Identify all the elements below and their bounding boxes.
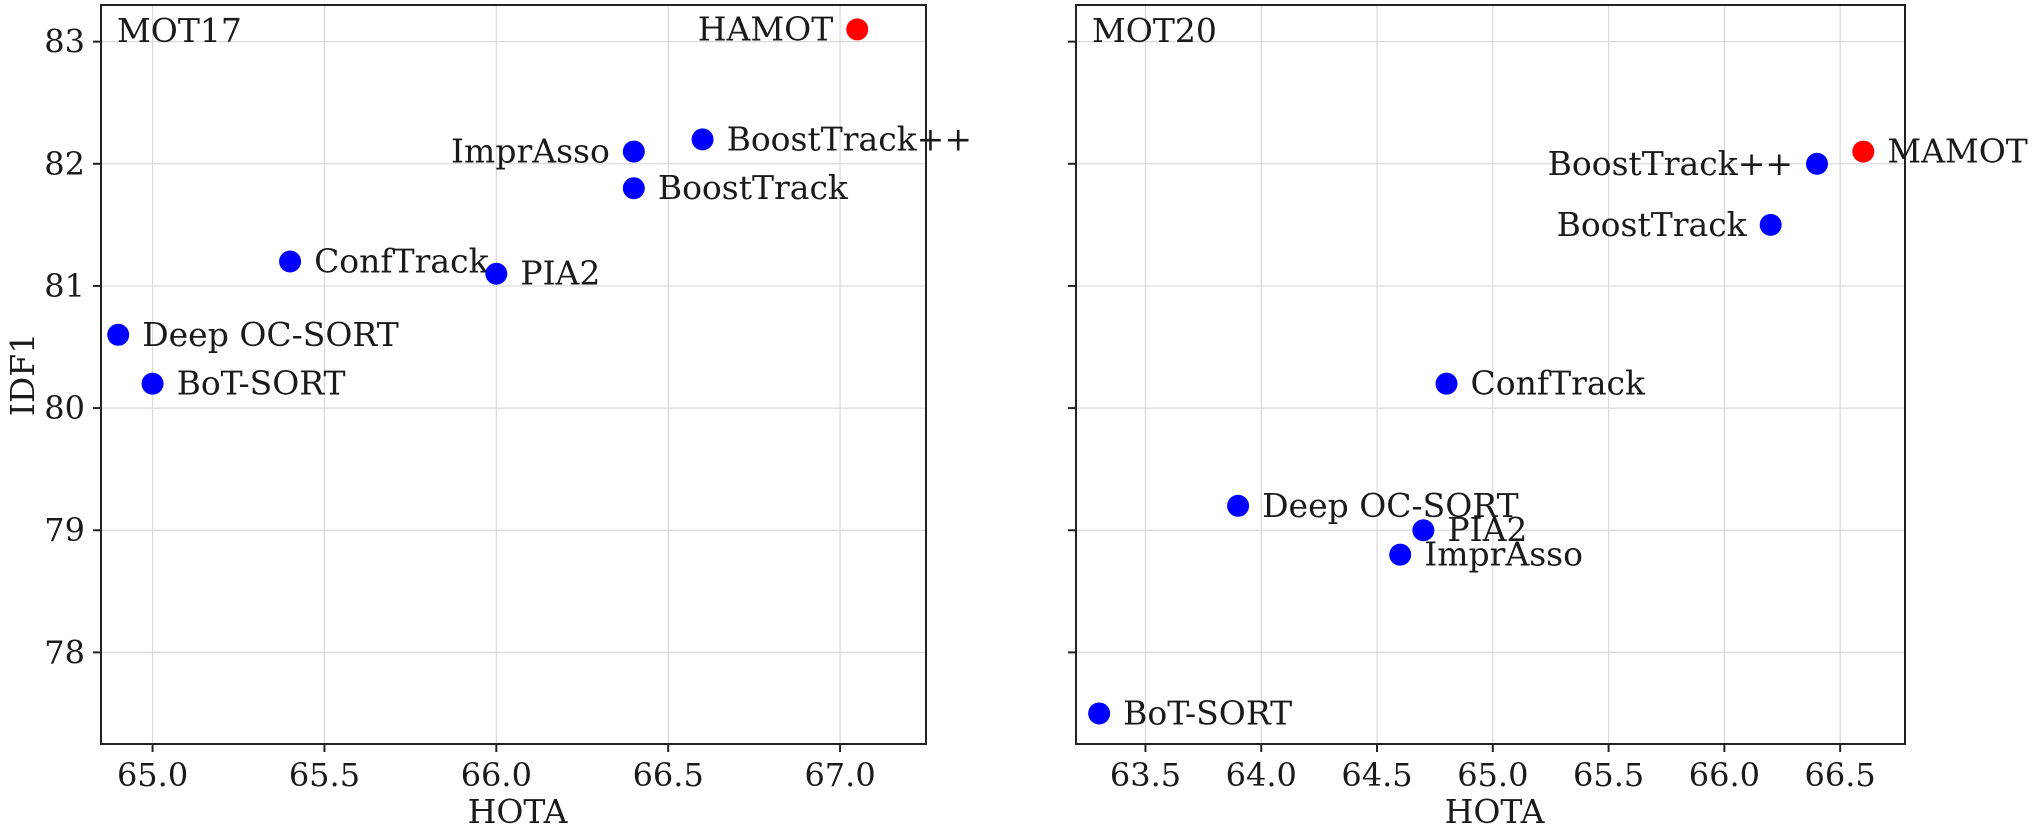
- scatter-point: [1227, 494, 1250, 517]
- point-label: BoostTrack++: [1548, 144, 1793, 183]
- point-label: BoostTrack: [658, 168, 849, 207]
- scatter-point: [1435, 372, 1458, 395]
- plot-frame: [100, 4, 927, 745]
- grid: [1076, 5, 1905, 744]
- point-label: HAMOT: [698, 9, 833, 48]
- point-label: MAMOT: [1887, 132, 2027, 171]
- point-label: Deep OC-SORT: [1262, 486, 1519, 525]
- scatter-point: [1852, 140, 1875, 163]
- point-label: ConfTrack: [314, 242, 490, 281]
- scatter-point: [485, 262, 508, 285]
- x-tick-label: 66.0: [1689, 756, 1760, 794]
- scatter-point: [141, 372, 164, 395]
- scatter-point: [1088, 702, 1111, 725]
- y-tick-label: 80: [44, 389, 85, 427]
- point-label: ImprAsso: [1424, 535, 1583, 574]
- point-label: BoostTrack++: [727, 119, 972, 158]
- point-label: ImprAsso: [451, 132, 610, 171]
- x-tick-label: 65.5: [1573, 756, 1644, 794]
- x-tick-label: 67.0: [804, 756, 875, 794]
- y-tick-label: 82: [44, 145, 85, 183]
- point-label: BoT-SORT: [1123, 693, 1292, 732]
- scatter-point: [622, 177, 645, 200]
- x-tick-label: 65.0: [1457, 756, 1528, 794]
- x-tick-label: 65.0: [117, 756, 188, 794]
- scatter-point: [107, 323, 130, 346]
- scatter-point: [622, 140, 645, 163]
- panel-title: MOT17: [117, 11, 242, 50]
- point-label: BoostTrack: [1557, 205, 1748, 244]
- point-label: PIA2: [1447, 510, 1527, 549]
- panel-title: MOT20: [1092, 11, 1217, 50]
- scatter-point: [1412, 519, 1435, 542]
- panel-mot20: 63.5 64.0 64.5 65.0 65.5 66.0 66.5 HOTA MOT20 MAM…: [1068, 4, 2028, 828]
- x-tick-label: 66.5: [633, 756, 704, 794]
- scatter-point: [1389, 543, 1412, 566]
- plot-frame: [1075, 4, 1906, 745]
- scatter-point: [691, 128, 714, 151]
- x-tick-label: 64.0: [1226, 756, 1297, 794]
- y-axis-label: IDF1: [3, 333, 42, 416]
- point-label: PIA2: [520, 254, 600, 293]
- scatter-point: [1759, 213, 1782, 236]
- x-tick-label: 65.5: [289, 756, 360, 794]
- y-tick-label: 78: [44, 633, 85, 671]
- scatter-point: [1806, 152, 1829, 175]
- point-label: ConfTrack: [1471, 364, 1647, 403]
- panel-mot17: 65.0 65.5 66.0 66.5 67.0 78 79 80 81 82 83 HOTA IDF1…: [3, 4, 972, 828]
- scatter-point: [279, 250, 302, 273]
- grid: [101, 5, 926, 744]
- x-tick-label: 66.0: [461, 756, 532, 794]
- x-axis-label: HOTA: [468, 792, 569, 828]
- y-tick-label: 83: [44, 23, 85, 61]
- x-tick-label: 63.5: [1110, 756, 1181, 794]
- x-tick-label: 64.5: [1341, 756, 1412, 794]
- x-tick-label: 66.5: [1805, 756, 1876, 794]
- x-axis-label: HOTA: [1445, 792, 1546, 828]
- scatter-point: [846, 18, 869, 41]
- point-label: BoT-SORT: [177, 364, 346, 403]
- y-tick-label: 79: [44, 511, 85, 549]
- y-tick-label: 81: [44, 267, 85, 305]
- point-label: Deep OC-SORT: [142, 315, 399, 354]
